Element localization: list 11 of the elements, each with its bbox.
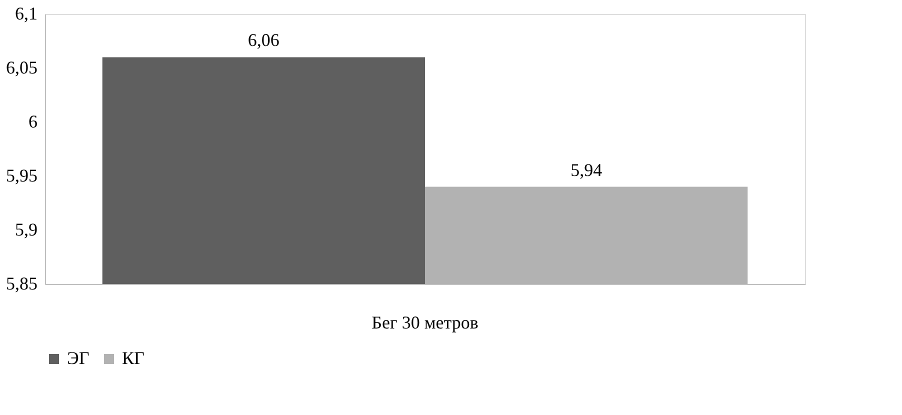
legend-label: КГ (122, 348, 144, 368)
data-label: 6,06 (248, 30, 280, 50)
y-tick-label: 5,9 (15, 220, 38, 240)
y-tick-label: 5,85 (6, 274, 38, 294)
y-tick-label: 6,05 (6, 58, 38, 78)
y-tick-label: 6,1 (15, 4, 38, 24)
y-tick-label: 6 (28, 112, 38, 132)
y-tick-label: 5,95 (6, 166, 38, 186)
data-label: 5,94 (570, 160, 602, 180)
x-tick-label: Бег 30 метров (372, 312, 478, 332)
legend-label: ЭГ (67, 348, 90, 368)
